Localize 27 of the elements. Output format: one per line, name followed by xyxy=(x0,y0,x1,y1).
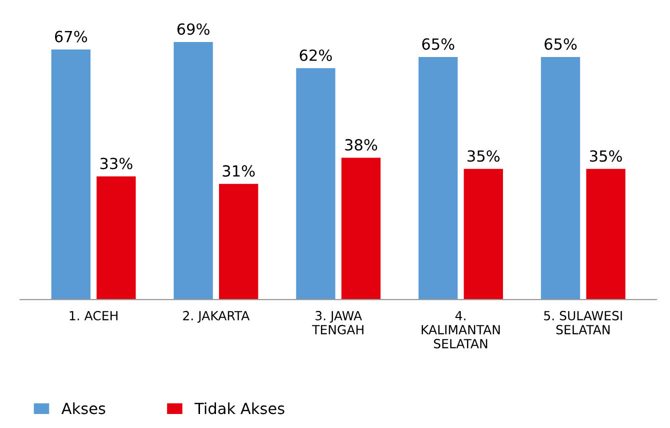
x-tick-label: 4. KALIMANTAN SELATAN xyxy=(422,311,500,348)
bar xyxy=(174,42,213,300)
bar xyxy=(418,56,458,300)
x-tick-label: 5. SULAWESI SELATAN xyxy=(544,310,622,334)
data-label: 31% xyxy=(222,165,255,177)
bar xyxy=(341,158,381,300)
legend-label: Tidak Akses xyxy=(194,402,284,414)
data-label: 62% xyxy=(300,49,332,62)
bar xyxy=(296,68,336,300)
data-label: 65% xyxy=(422,38,454,50)
data-label: 67% xyxy=(54,30,88,42)
bar xyxy=(586,168,626,300)
data-label: 35% xyxy=(468,150,500,162)
bar xyxy=(96,176,136,300)
bar xyxy=(464,168,503,300)
bar xyxy=(51,49,90,300)
data-label: 38% xyxy=(345,139,378,151)
data-label: 69% xyxy=(177,23,210,35)
x-tick-label: 2. JAKARTA xyxy=(183,310,250,323)
data-label: 35% xyxy=(590,150,622,162)
bar xyxy=(219,184,258,300)
data-label: 65% xyxy=(544,38,577,50)
x-tick-label: 1. ACEH xyxy=(70,310,118,320)
bar xyxy=(540,56,580,300)
data-label: 33% xyxy=(100,158,132,170)
legend-label: Akses xyxy=(61,402,106,414)
x-tick-label: 3. JAWA TENGAH xyxy=(312,310,364,334)
